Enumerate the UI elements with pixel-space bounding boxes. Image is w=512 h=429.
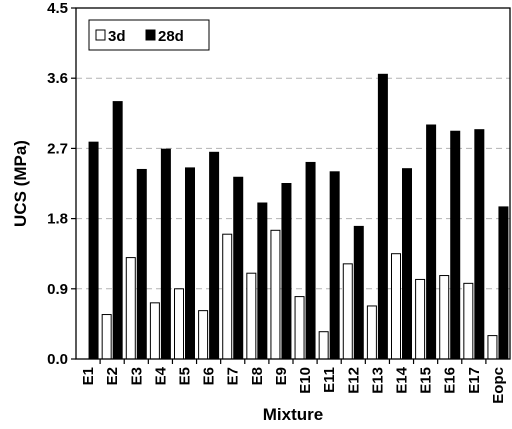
bar-28d-E1 xyxy=(88,141,99,360)
x-tick-label: Eopc xyxy=(490,367,507,404)
legend-swatch-3d xyxy=(95,29,106,41)
bars xyxy=(88,73,509,360)
y-axis-ticks: 0.0 0.9 1.8 2.7 3.6 4.5 xyxy=(47,0,76,368)
bar-28d-E12 xyxy=(353,225,364,360)
gridlines xyxy=(76,77,510,290)
bar-3d-E13 xyxy=(366,305,377,360)
x-tick-label: E8 xyxy=(249,367,266,385)
bar-28d-E14 xyxy=(402,168,412,360)
x-axis-title: Mixture xyxy=(263,405,323,424)
bar-28d-Eopc xyxy=(498,206,509,360)
bar-3d-E4 xyxy=(149,302,160,360)
bar-3d-E14 xyxy=(391,253,401,360)
bar-3d-Eopc xyxy=(487,335,498,360)
bar-28d-E5 xyxy=(185,167,195,360)
bar-28d-E8 xyxy=(257,202,268,360)
bar-3d-E2 xyxy=(101,314,112,360)
x-tick-label: E12 xyxy=(345,367,362,394)
x-tick-label: E9 xyxy=(273,367,290,385)
bar-3d-E10 xyxy=(294,296,305,360)
x-axis-ticks: E1 E2 E3 E4 E5 E6 E7 E8 E9 E10 E11 E12 E13 E14 E15 E16 E… xyxy=(80,359,507,404)
y-tick-label: 3.6 xyxy=(47,70,68,87)
bar-28d-E17 xyxy=(474,129,485,360)
bar-3d-E3 xyxy=(125,257,136,360)
legend: 3d 28d xyxy=(88,19,210,51)
y-axis-title: UCS (MPa) xyxy=(11,140,30,227)
legend-label-3d: 3d xyxy=(108,28,126,45)
legend-label-28d: 28d xyxy=(158,28,184,45)
x-tick-label: E16 xyxy=(442,367,459,394)
x-tick-label: E17 xyxy=(466,367,483,394)
bar-3d-E6 xyxy=(198,310,209,360)
y-tick-label: 4.5 xyxy=(47,0,68,17)
bar-3d-E15 xyxy=(415,278,426,360)
x-tick-label: E11 xyxy=(321,367,338,393)
y-tick-label: 0.9 xyxy=(47,281,68,298)
x-tick-label: E10 xyxy=(297,367,314,394)
bar-28d-E2 xyxy=(112,101,123,360)
x-tick-label: E5 xyxy=(177,367,194,385)
bar-28d-E10 xyxy=(305,161,316,360)
bar-3d-E16 xyxy=(439,275,450,360)
y-tick-label: 0.0 xyxy=(47,351,68,368)
bar-3d-E12 xyxy=(342,263,353,360)
x-tick-label: E1 xyxy=(80,367,97,385)
bar-28d-E7 xyxy=(233,176,244,360)
bar-3d-E9 xyxy=(270,229,281,360)
bar-28d-E15 xyxy=(426,124,437,360)
bar-3d-E8 xyxy=(246,272,257,360)
x-tick-label: E6 xyxy=(201,367,218,385)
bar-28d-E16 xyxy=(450,130,461,360)
x-tick-label: E7 xyxy=(225,367,242,385)
bar-28d-E3 xyxy=(136,168,147,360)
y-tick-label: 1.8 xyxy=(47,211,68,228)
x-tick-label: E15 xyxy=(418,367,435,394)
bar-28d-E4 xyxy=(160,148,171,360)
x-tick-label: E3 xyxy=(128,367,145,385)
x-tick-label: E13 xyxy=(369,367,386,394)
x-tick-label: E14 xyxy=(394,366,411,393)
bar-28d-E9 xyxy=(281,183,292,360)
bar-3d-E5 xyxy=(174,288,184,360)
bar-28d-E6 xyxy=(209,151,220,360)
bar-3d-E7 xyxy=(222,233,233,360)
bar-3d-E17 xyxy=(463,282,474,360)
x-tick-label: E2 xyxy=(104,367,121,385)
bar-28d-E11 xyxy=(329,171,340,360)
x-tick-label: E4 xyxy=(152,366,169,385)
bar-3d-E11 xyxy=(318,331,329,360)
legend-swatch-28d xyxy=(145,29,156,41)
bar-28d-E13 xyxy=(377,73,388,360)
y-tick-label: 2.7 xyxy=(47,140,68,157)
